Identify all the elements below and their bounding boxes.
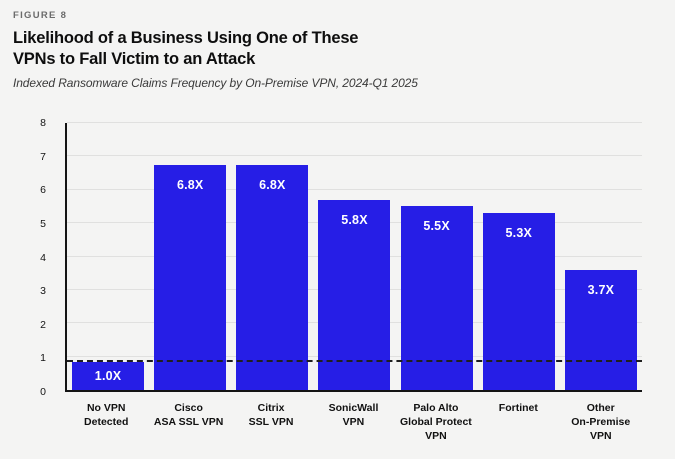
- x-category-label: Citrix SSL VPN: [248, 402, 294, 429]
- bar-value-label: 5.8X: [341, 212, 368, 227]
- gridline-8: [67, 122, 642, 123]
- y-tick-label-6: 6: [40, 184, 46, 197]
- bar: 5.8X: [318, 199, 391, 390]
- bar: 5.3X: [482, 213, 555, 390]
- bar-column: 5.5X: [396, 123, 478, 390]
- bar: 5.5X: [400, 206, 473, 390]
- x-category-label: SonicWall VPN: [328, 402, 379, 429]
- bar-value-label: 5.3X: [505, 226, 533, 241]
- figure-label: FIGURE 8: [13, 10, 68, 21]
- bar: 1.0X: [72, 361, 145, 390]
- gridline-6: [67, 188, 642, 190]
- y-tick-label-2: 2: [40, 318, 46, 331]
- bar-column: 5.3X: [478, 123, 560, 390]
- bar-value-label: 3.7X: [587, 282, 615, 297]
- bar: 6.8X: [236, 164, 309, 390]
- bar-value-label: 6.8X: [176, 177, 204, 192]
- y-axis-ticks: 0 1 2 3 4 5 6 7 8: [0, 117, 56, 398]
- chart-header: FIGURE 8 Likelihood of a Business Using …: [13, 10, 653, 90]
- bar: 3.7X: [564, 269, 637, 390]
- bar-value-label: 1.0X: [94, 368, 122, 383]
- chart-title: Likelihood of a Business Using One of Th…: [13, 29, 359, 69]
- x-axis-labels: No VPN Detected Cisco ASA SSL VPN Citrix S…: [65, 401, 642, 444]
- plot-area: 1.0X 6.8X 6.8X 5.8X 5.5X 5.3X 3.7X: [65, 122, 642, 392]
- bar-column: 1.0X: [67, 123, 149, 390]
- bar-value-label: 6.8X: [259, 177, 286, 192]
- bar-value-label: 5.5X: [423, 219, 450, 234]
- y-tick-label-8: 8: [40, 117, 46, 129]
- x-category-label: Fortinet: [498, 402, 538, 414]
- bar-column: 6.8X: [149, 123, 231, 390]
- y-tick-label-4: 4: [40, 251, 46, 264]
- y-tick-label-0: 0: [40, 386, 46, 398]
- bar: 6.8X: [154, 164, 227, 390]
- x-category-label: Other On-Premise VPN: [571, 402, 631, 443]
- gridline-7: [67, 155, 642, 157]
- x-category-label: Cisco ASA SSL VPN: [153, 402, 224, 429]
- y-tick-label-5: 5: [40, 217, 46, 230]
- x-category-label: No VPN Detected: [84, 402, 129, 429]
- bars-layer: 1.0X 6.8X 6.8X 5.8X 5.5X 5.3X 3.7X: [67, 123, 642, 390]
- y-tick-label-1: 1: [40, 352, 46, 365]
- y-tick-label-7: 7: [40, 150, 46, 163]
- y-tick-label-3: 3: [40, 285, 46, 298]
- chart-subtitle: Indexed Ransomware Claims Frequency by O…: [13, 75, 418, 90]
- bar-column: 6.8X: [231, 123, 313, 390]
- reference-line: [67, 359, 642, 362]
- bar-column: 5.8X: [313, 123, 395, 390]
- x-category-label: Palo Alto Global Protect VPN: [400, 402, 472, 443]
- bar-column: 3.7X: [560, 123, 642, 390]
